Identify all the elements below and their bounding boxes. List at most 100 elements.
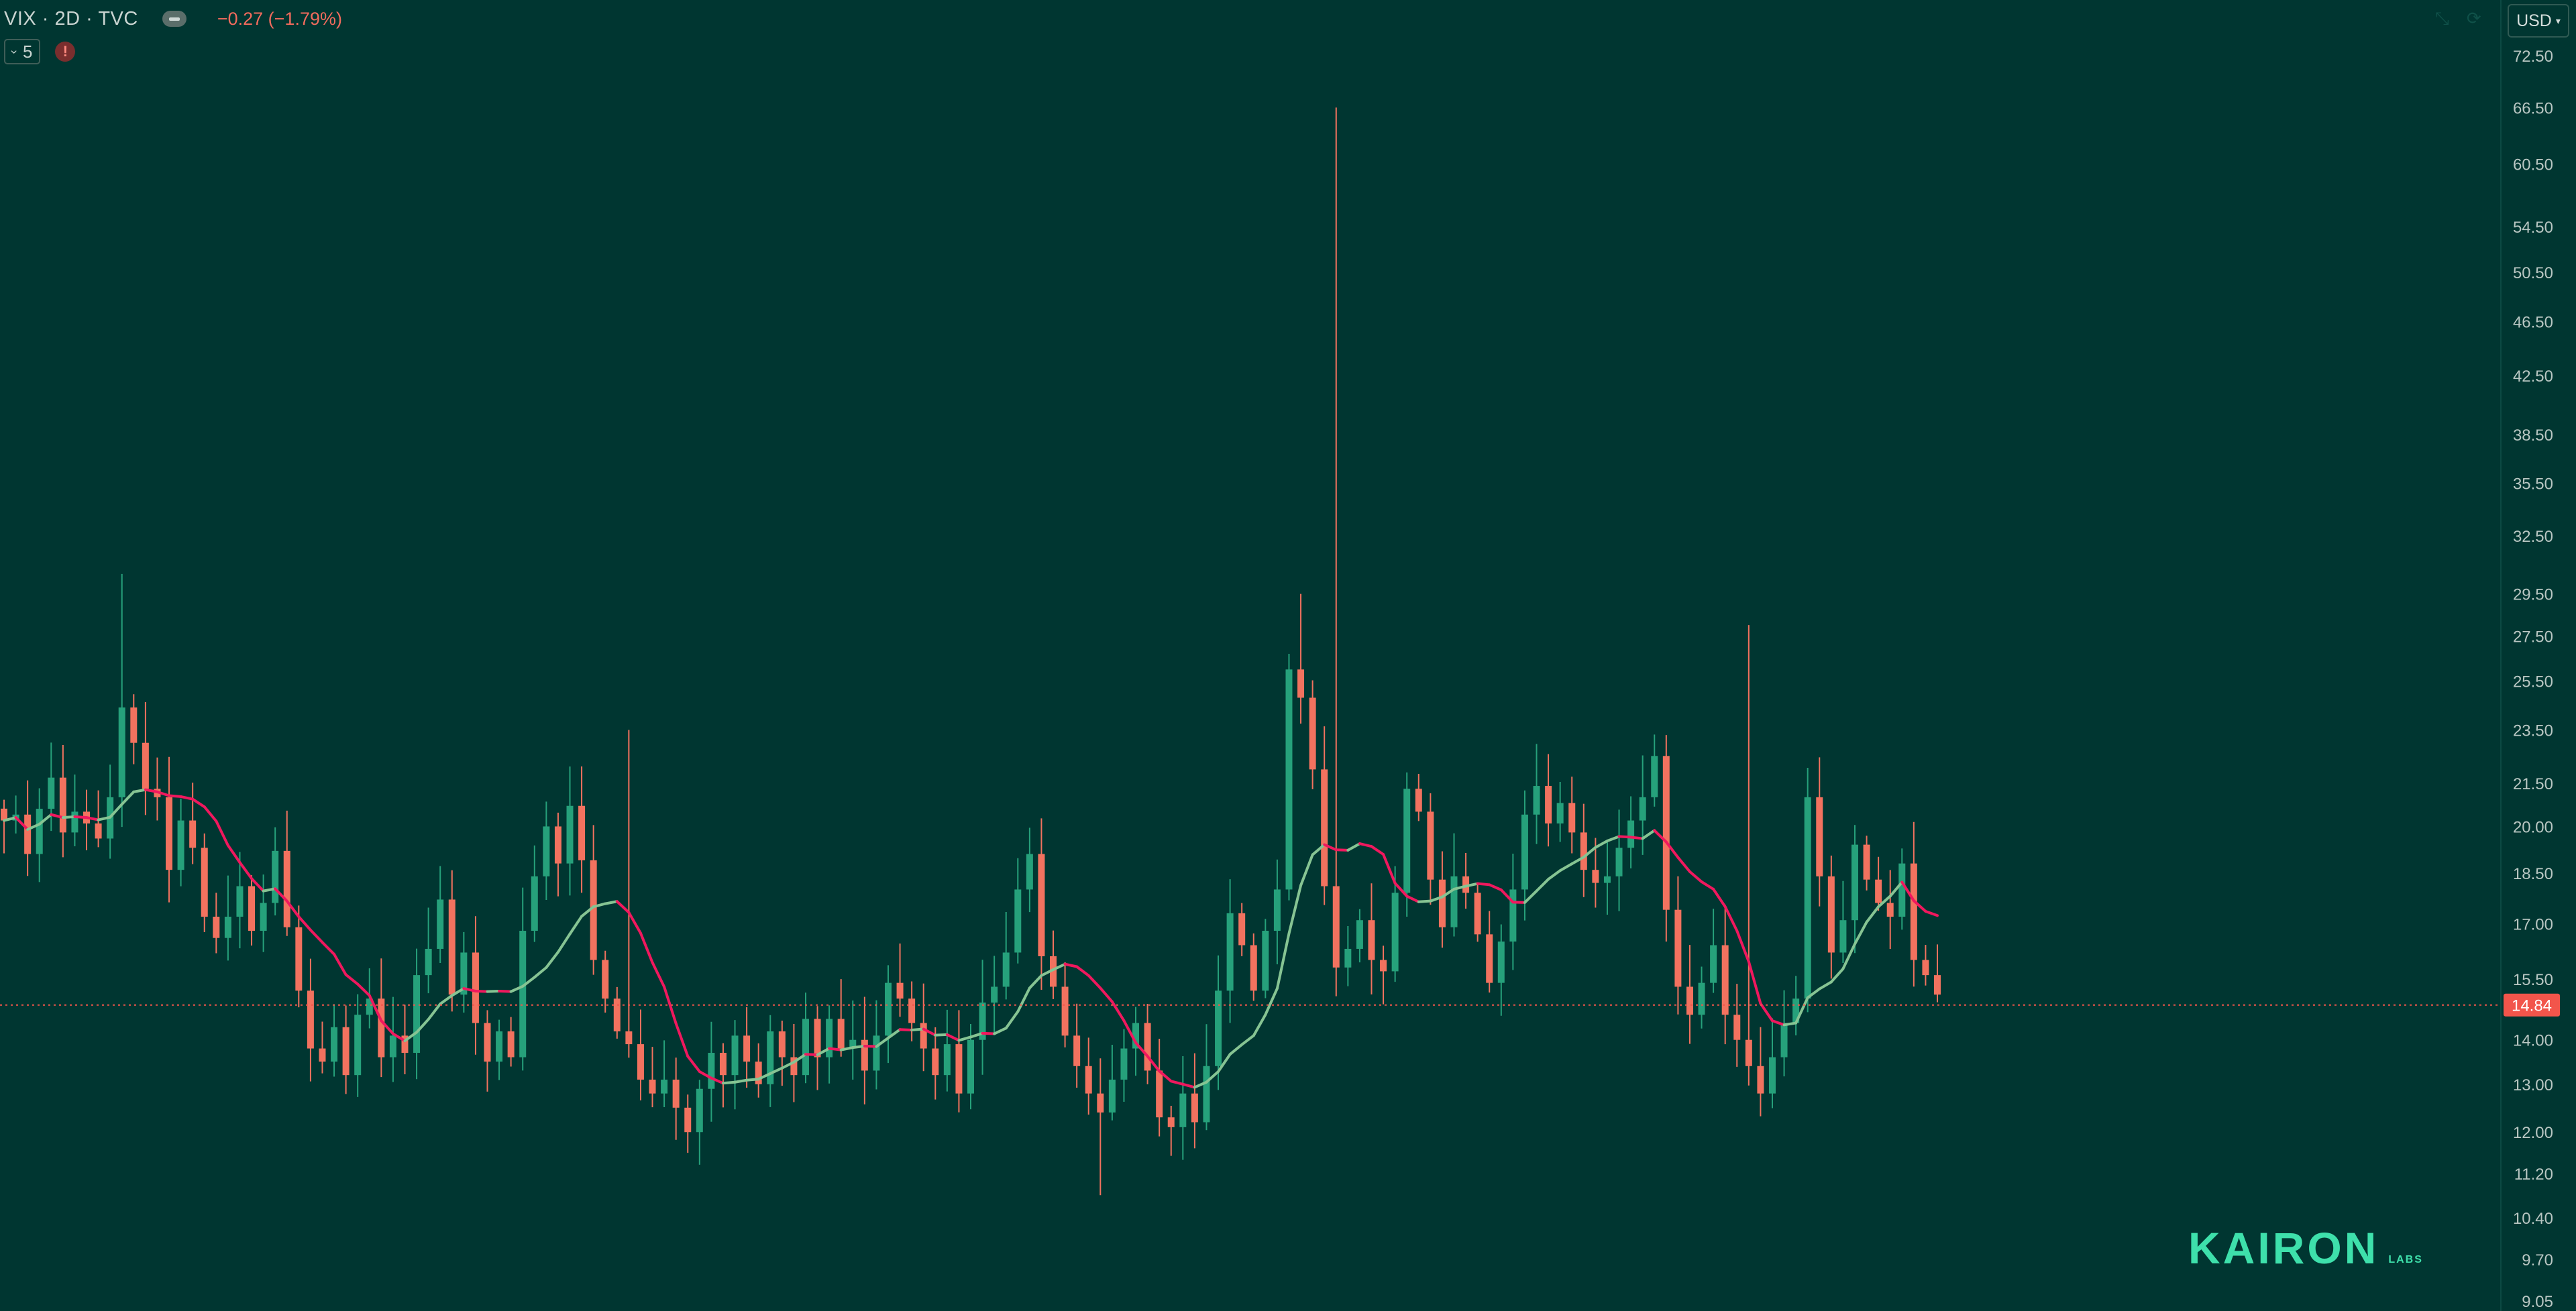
ma-segment — [1299, 853, 1314, 887]
kairon-logo: KAIRON LABS — [2188, 1226, 2423, 1270]
ma-segment — [1723, 905, 1739, 933]
ma-segment — [1158, 1070, 1173, 1083]
candle-body — [1710, 945, 1717, 983]
price-axis-tick-label: 66.50 — [2513, 99, 2553, 117]
ma-segment — [486, 989, 501, 993]
candle-body — [908, 999, 916, 1023]
ma-segment — [910, 1027, 925, 1031]
ma-segment — [851, 1044, 866, 1049]
candle-body — [1816, 797, 1823, 876]
ma-segment — [285, 899, 301, 919]
ma-segment — [769, 1066, 784, 1075]
ma-segment — [1122, 1019, 1138, 1044]
ma-segment — [1499, 888, 1515, 904]
candle-body — [1132, 1023, 1140, 1049]
ma-segment — [839, 1046, 855, 1051]
candle-body — [1662, 756, 1670, 910]
candle-body — [401, 1035, 409, 1053]
candle-body — [1191, 1093, 1198, 1123]
candle-body — [826, 1019, 833, 1058]
ma-segment — [1370, 845, 1385, 856]
ma-segment — [556, 932, 572, 954]
eye-icon[interactable] — [162, 11, 186, 27]
ma-segment — [238, 861, 254, 880]
price-badge-bg — [2504, 993, 2560, 1017]
ma-segment — [132, 788, 147, 793]
ma-segment — [545, 950, 559, 969]
ma-segment — [1087, 974, 1102, 990]
candle-body — [1144, 1023, 1151, 1071]
ma-segment — [1040, 968, 1055, 977]
symbol-title[interactable]: VIX · 2D · TVC — [4, 7, 138, 30]
warning-icon[interactable]: ! — [55, 42, 76, 62]
candle-body — [1297, 669, 1305, 698]
candle-body — [1073, 1035, 1081, 1066]
ma-segment — [427, 1003, 442, 1021]
candle-body — [213, 917, 220, 938]
ma-segment — [1488, 883, 1503, 891]
candle-body — [413, 975, 421, 1053]
candle-body — [1038, 854, 1045, 956]
ma-segment — [981, 1031, 996, 1035]
candle-body — [719, 1053, 727, 1076]
candle-body — [955, 1044, 963, 1094]
candle-body — [130, 707, 138, 743]
ma-segment — [663, 985, 678, 1025]
candle-body — [661, 1079, 668, 1094]
sync-icon[interactable]: ⟳ — [2466, 8, 2481, 28]
candle-body — [166, 797, 173, 870]
price-axis-tick-label: 9.70 — [2522, 1251, 2553, 1269]
ma-segment — [97, 815, 112, 821]
ma-segment — [674, 1022, 690, 1058]
candle-body — [649, 1079, 656, 1094]
ma-segment — [1358, 842, 1373, 848]
candle-body — [1167, 1117, 1175, 1127]
candle-body — [1203, 1066, 1210, 1123]
ma-segment — [816, 1047, 831, 1056]
ma-segment — [1641, 829, 1656, 840]
indicators-toggle-button[interactable]: › 5 — [4, 39, 41, 64]
ma-segment — [651, 961, 666, 988]
ma-segment — [156, 790, 171, 797]
ma-segment — [38, 813, 53, 826]
candle-body — [378, 999, 385, 1058]
candle-body — [248, 886, 256, 931]
currency-selector[interactable]: USD ▾ — [2508, 4, 2569, 38]
candle-body — [967, 1039, 974, 1094]
ma-segment — [627, 911, 642, 935]
candle-body — [519, 931, 527, 1058]
collapse-icon[interactable]: ⤡ — [2435, 8, 2449, 28]
candle-body — [1733, 1015, 1741, 1040]
ma-segment — [710, 1076, 724, 1085]
price-axis[interactable] — [2501, 0, 2576, 1311]
ma-segment — [1582, 846, 1597, 859]
candle-body — [1780, 1023, 1788, 1058]
candle-body — [1603, 876, 1611, 883]
ma-segment — [1806, 987, 1821, 999]
candle-body — [1344, 948, 1352, 968]
ma-segment — [14, 816, 30, 831]
ma-segment — [1075, 965, 1090, 977]
candle-body — [578, 805, 586, 860]
candle-body — [1273, 889, 1281, 931]
ma-segment — [1205, 1070, 1220, 1084]
price-badge-label: 14.84 — [2512, 997, 2552, 1015]
candle-body — [142, 742, 149, 789]
candle-body — [991, 986, 998, 1003]
candle-body — [1627, 820, 1635, 848]
candle-body — [1497, 942, 1505, 983]
ma-segment — [168, 794, 182, 798]
ma-segment — [109, 803, 123, 819]
price-axis-tick-label: 12.00 — [2513, 1124, 2553, 1142]
candle-body — [920, 1023, 927, 1049]
candle-body — [1309, 697, 1316, 770]
ma-segment — [203, 805, 218, 823]
ma-segment — [1688, 870, 1703, 883]
candle-body — [1533, 786, 1540, 815]
ma-segment — [368, 994, 383, 1023]
ma-segment — [1511, 901, 1526, 904]
ma-segment — [1405, 895, 1420, 903]
candle-body — [295, 927, 303, 991]
